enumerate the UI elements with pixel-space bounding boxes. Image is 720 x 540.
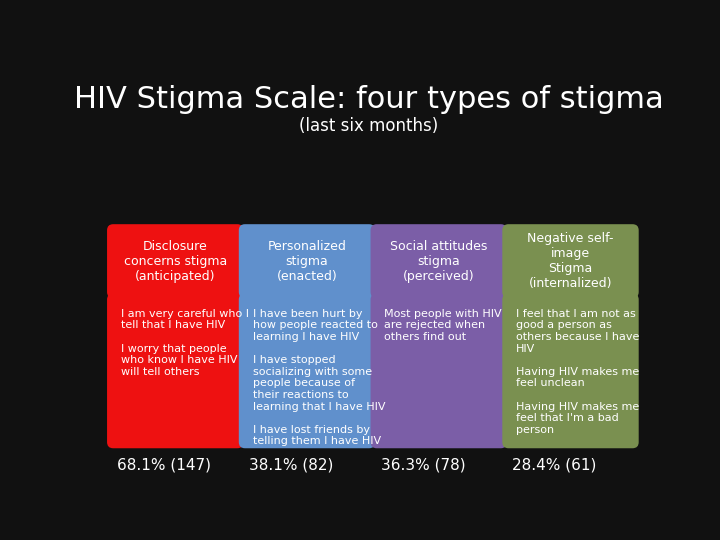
- FancyBboxPatch shape: [371, 224, 507, 298]
- FancyBboxPatch shape: [503, 224, 639, 298]
- Text: I have been hurt by
how people reacted to
learning I have HIV

I have stopped
so: I have been hurt by how people reacted t…: [253, 309, 385, 447]
- Text: (last six months): (last six months): [300, 117, 438, 136]
- FancyBboxPatch shape: [107, 294, 243, 448]
- FancyBboxPatch shape: [371, 294, 507, 448]
- Text: Disclosure
concerns stigma
(anticipated): Disclosure concerns stigma (anticipated): [124, 240, 227, 282]
- Text: Negative self-
image
Stigma
(internalized): Negative self- image Stigma (internalize…: [527, 232, 613, 290]
- Text: Most people with HIV
are rejected when
others find out: Most people with HIV are rejected when o…: [384, 309, 502, 342]
- Text: 68.1% (147): 68.1% (147): [117, 458, 211, 472]
- Text: I feel that I am not as
good a person as
others because I have
HIV

Having HIV m: I feel that I am not as good a person as…: [516, 309, 639, 435]
- FancyBboxPatch shape: [239, 224, 375, 298]
- Text: I am very careful who I
tell that I have HIV

I worry that people
who know I hav: I am very careful who I tell that I have…: [121, 309, 249, 377]
- FancyBboxPatch shape: [107, 224, 243, 298]
- Text: 38.1% (82): 38.1% (82): [249, 458, 333, 472]
- Text: 36.3% (78): 36.3% (78): [381, 458, 465, 472]
- Text: Social attitudes
stigma
(perceived): Social attitudes stigma (perceived): [390, 240, 487, 282]
- Text: 28.4% (61): 28.4% (61): [513, 458, 597, 472]
- Text: HIV Stigma Scale: four types of stigma: HIV Stigma Scale: four types of stigma: [74, 85, 664, 114]
- Text: Personalized
stigma
(enacted): Personalized stigma (enacted): [268, 240, 346, 282]
- FancyBboxPatch shape: [239, 294, 375, 448]
- FancyBboxPatch shape: [503, 294, 639, 448]
